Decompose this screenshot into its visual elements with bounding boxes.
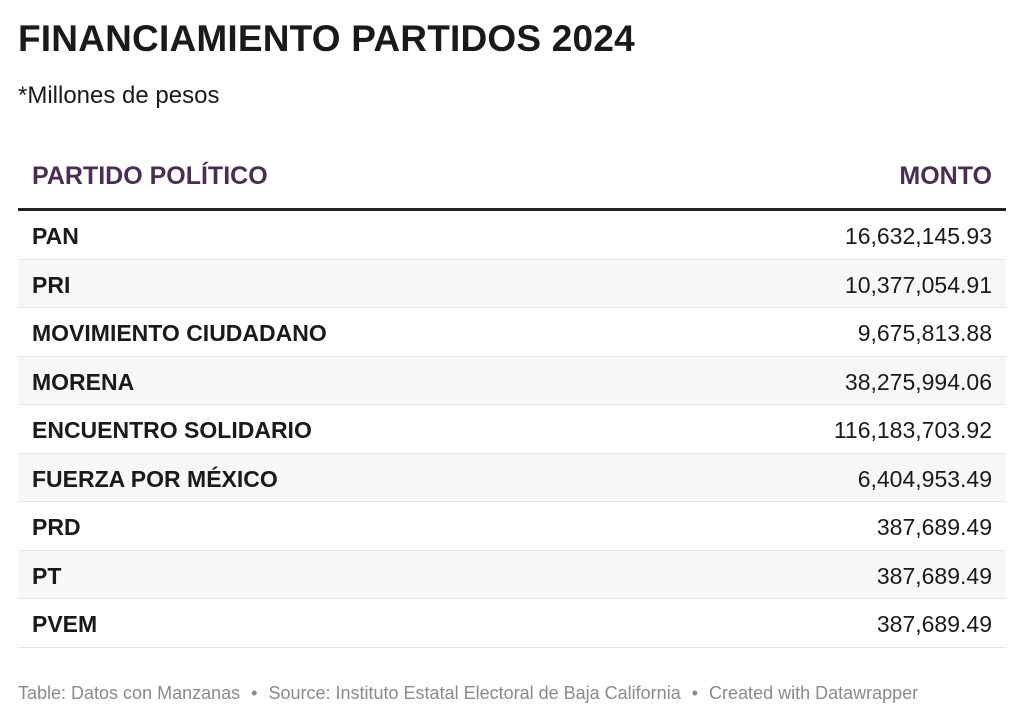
table-row: FUERZA POR MÉXICO 6,404,953.49 <box>18 453 1006 502</box>
amount-cell: 38,275,994.06 <box>844 368 992 395</box>
party-name-cell: PT <box>32 562 62 589</box>
table-row: MOVIMIENTO CIUDADANO 9,675,813.88 <box>18 308 1006 357</box>
header-party[interactable]: PARTIDO POLÍTICO <box>32 162 268 190</box>
amount-cell: 387,689.49 <box>876 562 992 589</box>
amount-cell: 387,689.49 <box>876 611 992 637</box>
party-name-cell: MOVIMIENTO CIUDADANO <box>32 320 327 346</box>
table-row: MORENA 38,275,994.06 <box>18 356 1006 405</box>
table-row: PRD 387,689.49 <box>18 502 1006 551</box>
chart-subtitle: *Millones de pesos <box>18 82 220 109</box>
amount-cell: 6,404,953.49 <box>857 465 992 492</box>
data-table: PARTIDO POLÍTICO MONTO PAN 16,632,145.93 P… <box>18 150 1006 648</box>
header-amount[interactable]: MONTO <box>899 162 992 190</box>
amount-cell: 387,689.49 <box>876 514 992 540</box>
amount-cell: 116,183,703.92 <box>833 417 992 443</box>
party-name-cell: ENCUENTRO SOLIDARIO <box>32 417 312 443</box>
table-row: PAN 16,632,145.93 <box>18 211 1006 260</box>
chart-footer: Table: Datos con Manzanas • Source: Inst… <box>18 683 918 704</box>
amount-cell: 9,675,813.88 <box>857 320 992 346</box>
party-name-cell: FUERZA POR MÉXICO <box>32 465 278 492</box>
amount-cell: 10,377,054.91 <box>844 271 992 298</box>
party-name-cell: MORENA <box>32 368 135 395</box>
footer-separator: • <box>691 683 699 703</box>
party-name-cell: PVEM <box>32 611 98 637</box>
table-row: PVEM 387,689.49 <box>18 599 1006 648</box>
table-row: ENCUENTRO SOLIDARIO 116,183,703.92 <box>18 405 1006 454</box>
party-name-cell: PRD <box>32 514 81 540</box>
party-name-cell: PAN <box>32 223 79 249</box>
table-row: PRI 10,377,054.91 <box>18 259 1006 308</box>
table-body: PAN 16,632,145.93 PRI 10,377,054.91 MOVIMIEN… <box>18 211 1006 648</box>
chart-title: FINANCIAMIENTO PARTIDOS 2024 <box>18 18 635 59</box>
amount-cell: 16,632,145.93 <box>844 223 992 249</box>
table-row: PT 387,689.49 <box>18 550 1006 599</box>
footer-created: Created with Datawrapper <box>709 683 919 703</box>
footer-table-credit: Table: Datos con Manzanas <box>18 683 241 703</box>
table-header: PARTIDO POLÍTICO MONTO <box>18 150 1006 211</box>
footer-source: Source: Instituto Estatal Electoral de B… <box>268 683 681 703</box>
footer-separator: • <box>251 683 258 703</box>
party-name-cell: PRI <box>32 271 71 298</box>
